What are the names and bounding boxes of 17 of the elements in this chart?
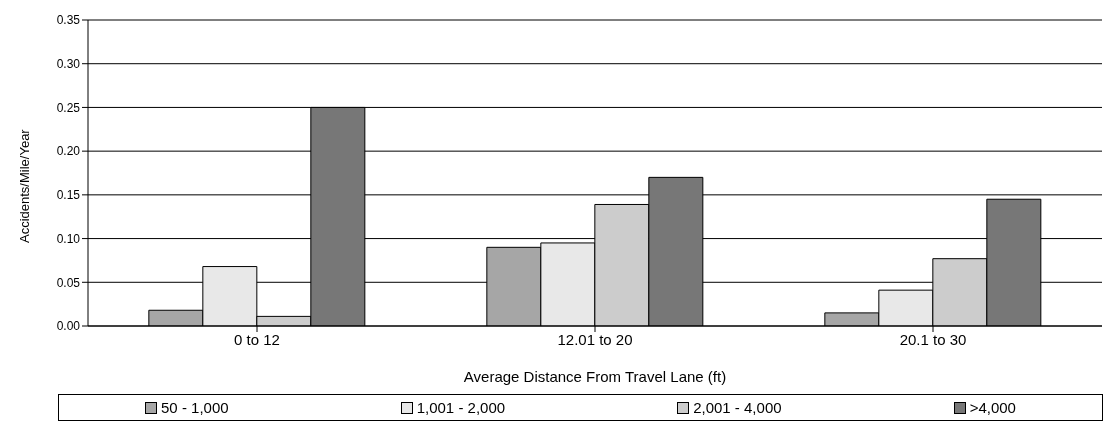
x-tick-label: 0 to 12 (234, 330, 280, 348)
x-tick-label: 20.1 to 30 (899, 330, 967, 348)
legend-label: 1,001 - 2,000 (415, 399, 506, 416)
legend-label: 50 - 1,000 (160, 399, 229, 416)
y-tick-label: 0.25 (56, 100, 81, 115)
y-tick-label: 0.20 (56, 144, 81, 159)
y-tick-label: 0.00 (56, 319, 81, 334)
y-tick-label: 0.35 (56, 13, 81, 28)
legend-label: >4,000 (968, 399, 1016, 416)
x-tick-label: 12.01 to 20 (557, 330, 633, 348)
y-tick-label: 0.15 (56, 188, 81, 203)
y-tick-label: 0.05 (56, 275, 81, 290)
legend-label: 2,001 - 4,000 (692, 399, 782, 416)
y-tick-label: 0.10 (56, 231, 81, 246)
x-axis-title: Average Distance From Travel Lane (ft) (463, 368, 727, 385)
y-axis-title: Accidents/Mile/Year (16, 128, 32, 243)
y-tick-label: 0.30 (56, 56, 81, 71)
